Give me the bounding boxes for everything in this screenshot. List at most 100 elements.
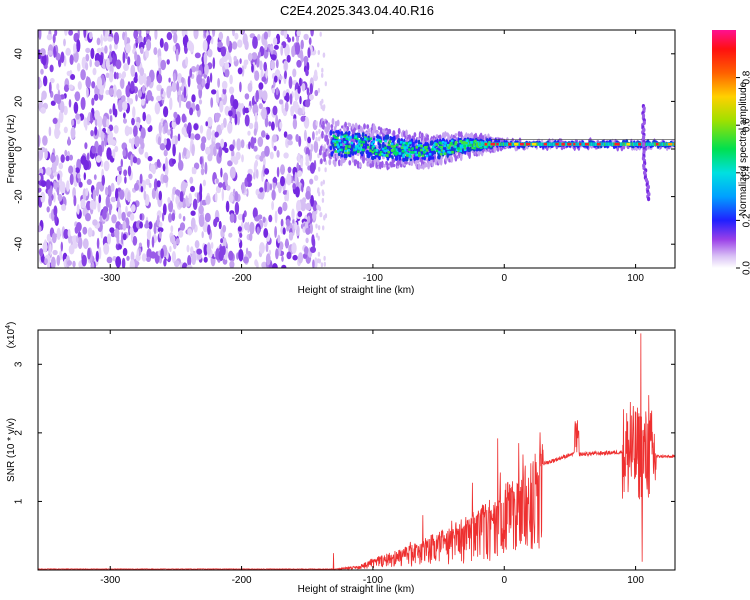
signal-speckle	[340, 148, 343, 152]
noise-blob	[183, 147, 187, 157]
noise-blob	[276, 150, 280, 158]
noise-blob	[237, 226, 242, 232]
signal-speckle	[463, 146, 467, 150]
noise-blob	[168, 200, 174, 213]
noise-blob	[56, 186, 60, 196]
noise-blob	[251, 63, 254, 73]
noise-blob	[220, 123, 224, 131]
noise-blob	[216, 89, 219, 103]
signal-band	[500, 142, 502, 146]
noise-blob	[92, 219, 98, 226]
noise-blob	[67, 260, 72, 266]
noise-blob	[210, 97, 214, 108]
noise-blob	[50, 256, 56, 268]
noise-blob	[323, 255, 326, 261]
signal-speckle	[440, 149, 444, 152]
signal-speckle	[415, 153, 418, 157]
noise-blob	[274, 210, 278, 224]
noise-blob	[317, 235, 320, 241]
noise-blob	[222, 224, 227, 233]
noise-blob	[120, 158, 124, 168]
noise-blob	[190, 66, 197, 73]
noise-blob	[107, 128, 110, 135]
noise-blob	[178, 230, 184, 238]
signal-halo	[422, 163, 425, 170]
signal-speckle	[414, 150, 417, 154]
signal-band	[583, 142, 585, 146]
x-tick-label: -300	[100, 273, 120, 284]
noise-blob	[319, 100, 322, 106]
signal-halo	[322, 121, 325, 126]
noise-blob	[297, 170, 303, 177]
noise-blob	[239, 232, 243, 238]
noise-blob	[57, 193, 63, 202]
signal-speckle	[347, 151, 350, 155]
signal-peak	[673, 142, 675, 146]
noise-blob	[217, 77, 221, 88]
noise-blob	[241, 65, 245, 77]
signal-speckle	[420, 144, 423, 148]
noise-blob	[102, 210, 107, 220]
noise-blob	[40, 107, 46, 114]
noise-blob	[179, 222, 186, 231]
noise-blob	[128, 138, 133, 144]
noise-blob	[207, 116, 213, 127]
signal-speckle	[373, 149, 376, 152]
signal-speckle	[425, 149, 429, 152]
noise-blob	[224, 147, 229, 153]
noise-blob	[86, 87, 89, 98]
noise-blob	[67, 229, 71, 238]
noise-blob	[135, 94, 138, 102]
noise-blob	[196, 253, 203, 260]
noise-blob	[243, 59, 247, 70]
signal-speckle	[457, 147, 460, 150]
noise-blob	[123, 169, 128, 177]
noise-blob	[263, 157, 266, 167]
signal-core	[361, 132, 365, 138]
signal-core	[337, 151, 341, 157]
noise-blob	[76, 39, 81, 53]
signal-speckle	[474, 139, 477, 143]
noise-blob	[60, 154, 65, 163]
noise-blob	[80, 155, 87, 165]
noise-blob	[272, 177, 278, 183]
noise-blob	[145, 48, 149, 59]
noise-blob	[287, 166, 292, 173]
noise-blob	[51, 161, 57, 173]
noise-blob	[301, 82, 306, 92]
signal-speckle	[448, 151, 452, 154]
noise-blob	[173, 260, 180, 268]
noise-blob	[238, 237, 241, 244]
signal-core	[329, 145, 333, 151]
noise-blob	[305, 202, 312, 211]
signal-band	[602, 142, 604, 146]
signal-halo	[351, 155, 355, 163]
noise-blob	[117, 166, 122, 172]
signal-core	[415, 139, 418, 143]
noise-blob	[112, 53, 115, 67]
noise-blob	[40, 191, 46, 203]
signal-band	[588, 142, 590, 146]
signal-peak	[596, 142, 601, 146]
signal-peak	[561, 142, 565, 146]
noise-blob	[231, 41, 238, 50]
noise-blob	[180, 76, 185, 84]
signal-band	[489, 142, 491, 146]
noise-blob	[314, 89, 319, 97]
signal-speckle	[422, 147, 425, 150]
noise-blob	[204, 63, 209, 75]
signal-halo	[385, 127, 388, 132]
noise-blob	[122, 100, 128, 111]
signal-halo	[383, 163, 386, 168]
signal-speckle	[383, 149, 386, 153]
noise-blob	[232, 99, 239, 110]
noise-blob	[42, 135, 48, 146]
noise-blob	[105, 195, 110, 208]
signal-speckle	[459, 149, 462, 153]
noise-blob	[297, 107, 303, 116]
signal-halo	[348, 160, 352, 166]
noise-blob	[185, 56, 189, 66]
signal-speckle	[443, 144, 446, 148]
noise-blob	[304, 246, 309, 255]
noise-blob	[178, 213, 182, 220]
